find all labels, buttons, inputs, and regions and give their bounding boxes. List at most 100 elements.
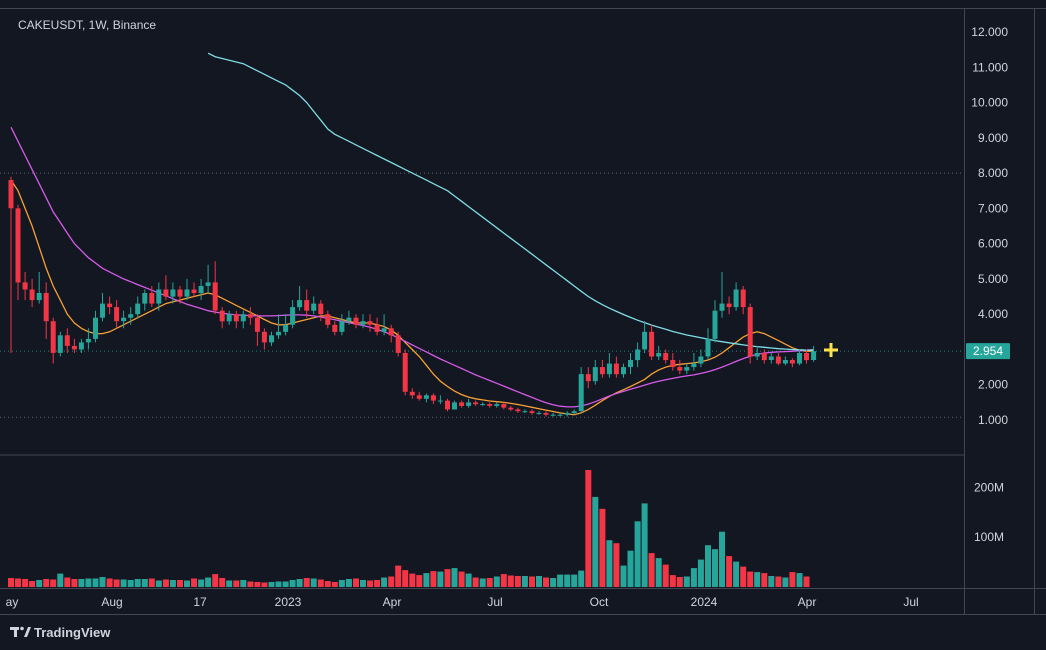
candle	[789, 358, 795, 368]
candle	[78, 338, 84, 353]
tradingview-logo[interactable]: TradingView	[10, 625, 111, 640]
candle-body	[564, 412, 570, 415]
candle	[107, 296, 113, 315]
bottom-bar	[0, 614, 1046, 650]
candle-body	[606, 363, 612, 375]
candle	[43, 282, 49, 339]
candle	[15, 204, 21, 301]
candle-body	[318, 303, 324, 315]
volume-bar	[479, 578, 486, 587]
volume-bar	[599, 508, 606, 587]
candle	[606, 353, 612, 378]
candle-body	[360, 321, 366, 325]
dotted-levels	[0, 172, 964, 418]
candle	[276, 314, 281, 339]
volume-bar	[317, 579, 324, 587]
volume-bar	[536, 576, 542, 587]
candle	[416, 391, 422, 401]
symbol-title[interactable]: CAKEUSDT, 1W, Binance	[18, 18, 156, 32]
candle-body	[437, 400, 443, 402]
candle	[212, 261, 218, 315]
time-tick-label: Apr	[798, 595, 817, 609]
candle	[240, 310, 246, 329]
volume-tick-label: 200M	[974, 480, 1004, 494]
candle-body	[578, 374, 584, 412]
volume-bar	[331, 582, 338, 587]
candle-body	[381, 328, 387, 332]
time-tick-label: Jul	[903, 595, 918, 609]
candle-body	[15, 208, 21, 283]
candle-body	[740, 289, 746, 308]
volume-bar	[106, 578, 113, 587]
candle	[585, 367, 591, 389]
candle-body	[804, 353, 809, 361]
candle-body	[423, 395, 429, 399]
candle	[8, 176, 14, 353]
candle	[297, 286, 303, 311]
candle	[599, 360, 605, 378]
candle	[642, 321, 648, 353]
volume-bar	[683, 576, 690, 587]
candle	[247, 307, 253, 325]
candle-body	[36, 293, 42, 301]
candle	[261, 328, 267, 350]
candle-body	[247, 314, 253, 318]
candle	[374, 317, 380, 336]
time-tick-label: Aug	[101, 595, 122, 609]
candle	[85, 328, 91, 350]
volume-bar	[388, 576, 395, 587]
volume-bar	[465, 573, 472, 587]
candle	[698, 349, 704, 368]
candle-body	[43, 293, 49, 322]
candle-body	[599, 367, 605, 375]
candle	[93, 310, 98, 343]
candle	[311, 296, 317, 315]
candle	[797, 349, 802, 366]
candle-body	[212, 282, 218, 311]
candle-body	[78, 342, 84, 350]
candle-body	[240, 314, 246, 322]
candle-body	[135, 303, 141, 315]
candle	[346, 310, 352, 325]
volume-bar	[705, 545, 711, 587]
volume-scale[interactable]: 200M 100M	[974, 480, 1004, 544]
volume-bar	[36, 580, 43, 587]
time-scale[interactable]: ay Aug 17 2023 Apr Jul Oct 2024 Apr Jul	[6, 595, 919, 609]
candle-body	[409, 391, 415, 396]
candle-body	[114, 307, 120, 322]
volume-bar	[205, 577, 212, 587]
last-price-badge: 2.954	[966, 343, 1010, 360]
candle	[466, 398, 472, 408]
volume-bar	[338, 580, 345, 587]
volume-bar	[184, 580, 190, 587]
volume-bar	[141, 579, 148, 587]
candle	[480, 402, 486, 406]
candle	[269, 331, 274, 346]
candle	[768, 353, 774, 364]
candle	[402, 349, 408, 396]
candle	[430, 393, 436, 405]
volume-bar	[620, 565, 627, 587]
candle-body	[515, 409, 521, 412]
candle	[515, 407, 521, 413]
candle-body	[726, 303, 732, 308]
candle-body	[93, 317, 98, 339]
volume-bar	[155, 580, 162, 587]
candle	[445, 398, 450, 412]
candle-body	[642, 331, 648, 350]
volume-bar	[324, 581, 331, 587]
candle	[142, 289, 148, 311]
volume-bar	[726, 556, 733, 587]
volume-bar	[782, 577, 789, 587]
price-tick-label: 5.000	[978, 272, 1008, 286]
volume-bar	[458, 571, 465, 587]
candle-body	[543, 412, 549, 415]
volume-bar	[648, 553, 655, 587]
candle-body	[487, 404, 493, 406]
tradingview-logo-icon	[10, 626, 31, 637]
volume-bar	[127, 580, 134, 587]
candle	[29, 278, 35, 308]
candle	[100, 293, 105, 322]
candle-body	[142, 293, 148, 304]
